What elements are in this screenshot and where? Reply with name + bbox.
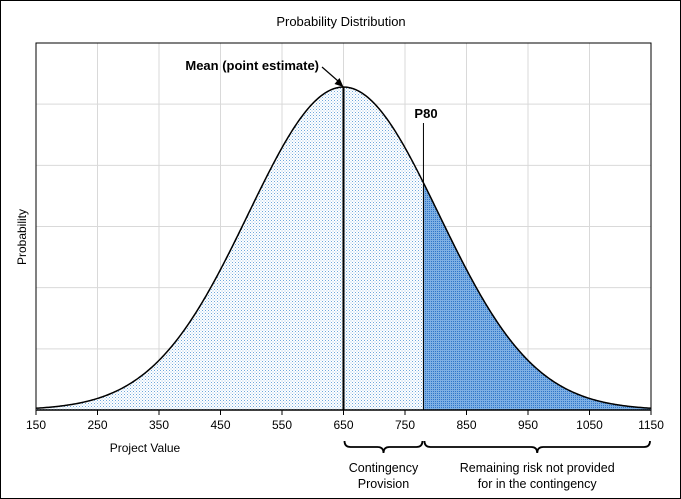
region-above-p80	[423, 182, 651, 410]
brace-label-remaining-line1: Remaining risk not provided	[460, 461, 615, 475]
y-axis-label: Probability	[15, 209, 29, 265]
x-tick-label: 350	[149, 418, 169, 432]
mean-label: Mean (point estimate)	[185, 58, 319, 73]
brace-label-contingency-line1: Contingency	[349, 461, 419, 475]
mean-arrow-head	[334, 78, 344, 88]
x-tick-label: 450	[210, 418, 230, 432]
x-tick-label: 750	[395, 418, 415, 432]
x-tick-label: 1050	[576, 418, 603, 432]
x-axis-label: Project Value	[110, 441, 181, 455]
brace-0	[343, 440, 424, 454]
x-tick-label: 950	[518, 418, 538, 432]
x-tick-label: 550	[272, 418, 292, 432]
x-tick-label: 150	[26, 418, 46, 432]
mean-arrow-shaft	[321, 66, 339, 82]
x-tick-label: 650	[333, 418, 353, 432]
x-tick-label: 1150	[638, 418, 664, 432]
x-tick-label: 250	[87, 418, 107, 432]
brace-label-remaining-line2: for in the contingency	[478, 477, 598, 491]
chart-title: Probability Distribution	[276, 14, 405, 29]
p80-label: P80	[414, 106, 437, 121]
brace-1	[423, 440, 651, 454]
brace-label-contingency-line2: Provision	[358, 477, 409, 491]
x-tick-label: 850	[456, 418, 476, 432]
region-below-p80	[36, 87, 424, 410]
